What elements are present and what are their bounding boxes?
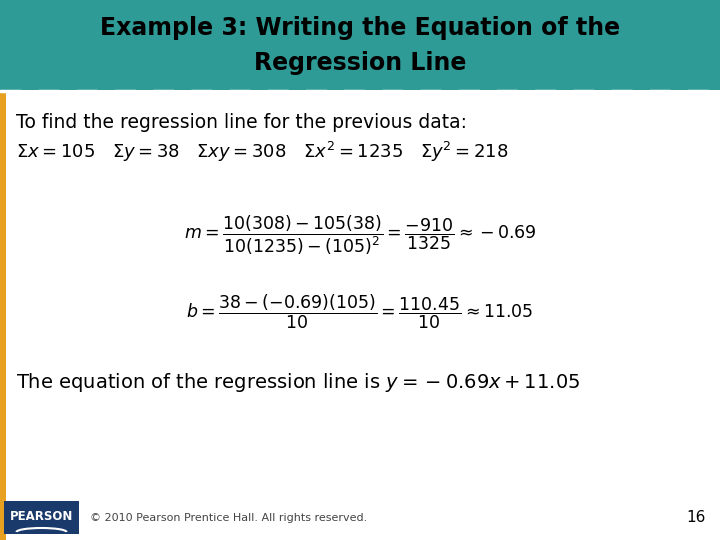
Text: $b = \dfrac{38-(-0.69)(105)}{10} = \dfrac{110.45}{10} \approx 11.05$: $b = \dfrac{38-(-0.69)(105)}{10} = \dfra… <box>186 293 534 331</box>
Text: Regression Line: Regression Line <box>254 51 466 75</box>
Text: $\Sigma x = 105 \quad \Sigma y = 38 \quad \Sigma xy = 308 \quad \Sigma x^2 = 123: $\Sigma x = 105 \quad \Sigma y = 38 \qua… <box>16 140 508 164</box>
Text: © 2010 Pearson Prentice Hall. All rights reserved.: © 2010 Pearson Prentice Hall. All rights… <box>90 513 367 523</box>
Bar <box>0 93 6 540</box>
Bar <box>4 501 79 534</box>
Text: PEARSON: PEARSON <box>10 510 73 523</box>
Text: $m = \dfrac{10(308)-105(38)}{10(1235)-(105)^2} = \dfrac{-910}{1325} \approx -0.6: $m = \dfrac{10(308)-105(38)}{10(1235)-(1… <box>184 213 536 256</box>
Text: To find the regression line for the previous data:: To find the regression line for the prev… <box>16 112 467 132</box>
Text: 16: 16 <box>687 510 706 525</box>
Bar <box>0 0 720 90</box>
Text: The equation of the regression line is $y = -0.69x + 11.05$: The equation of the regression line is $… <box>16 370 580 394</box>
Text: Example 3: Writing the Equation of the: Example 3: Writing the Equation of the <box>100 16 620 40</box>
